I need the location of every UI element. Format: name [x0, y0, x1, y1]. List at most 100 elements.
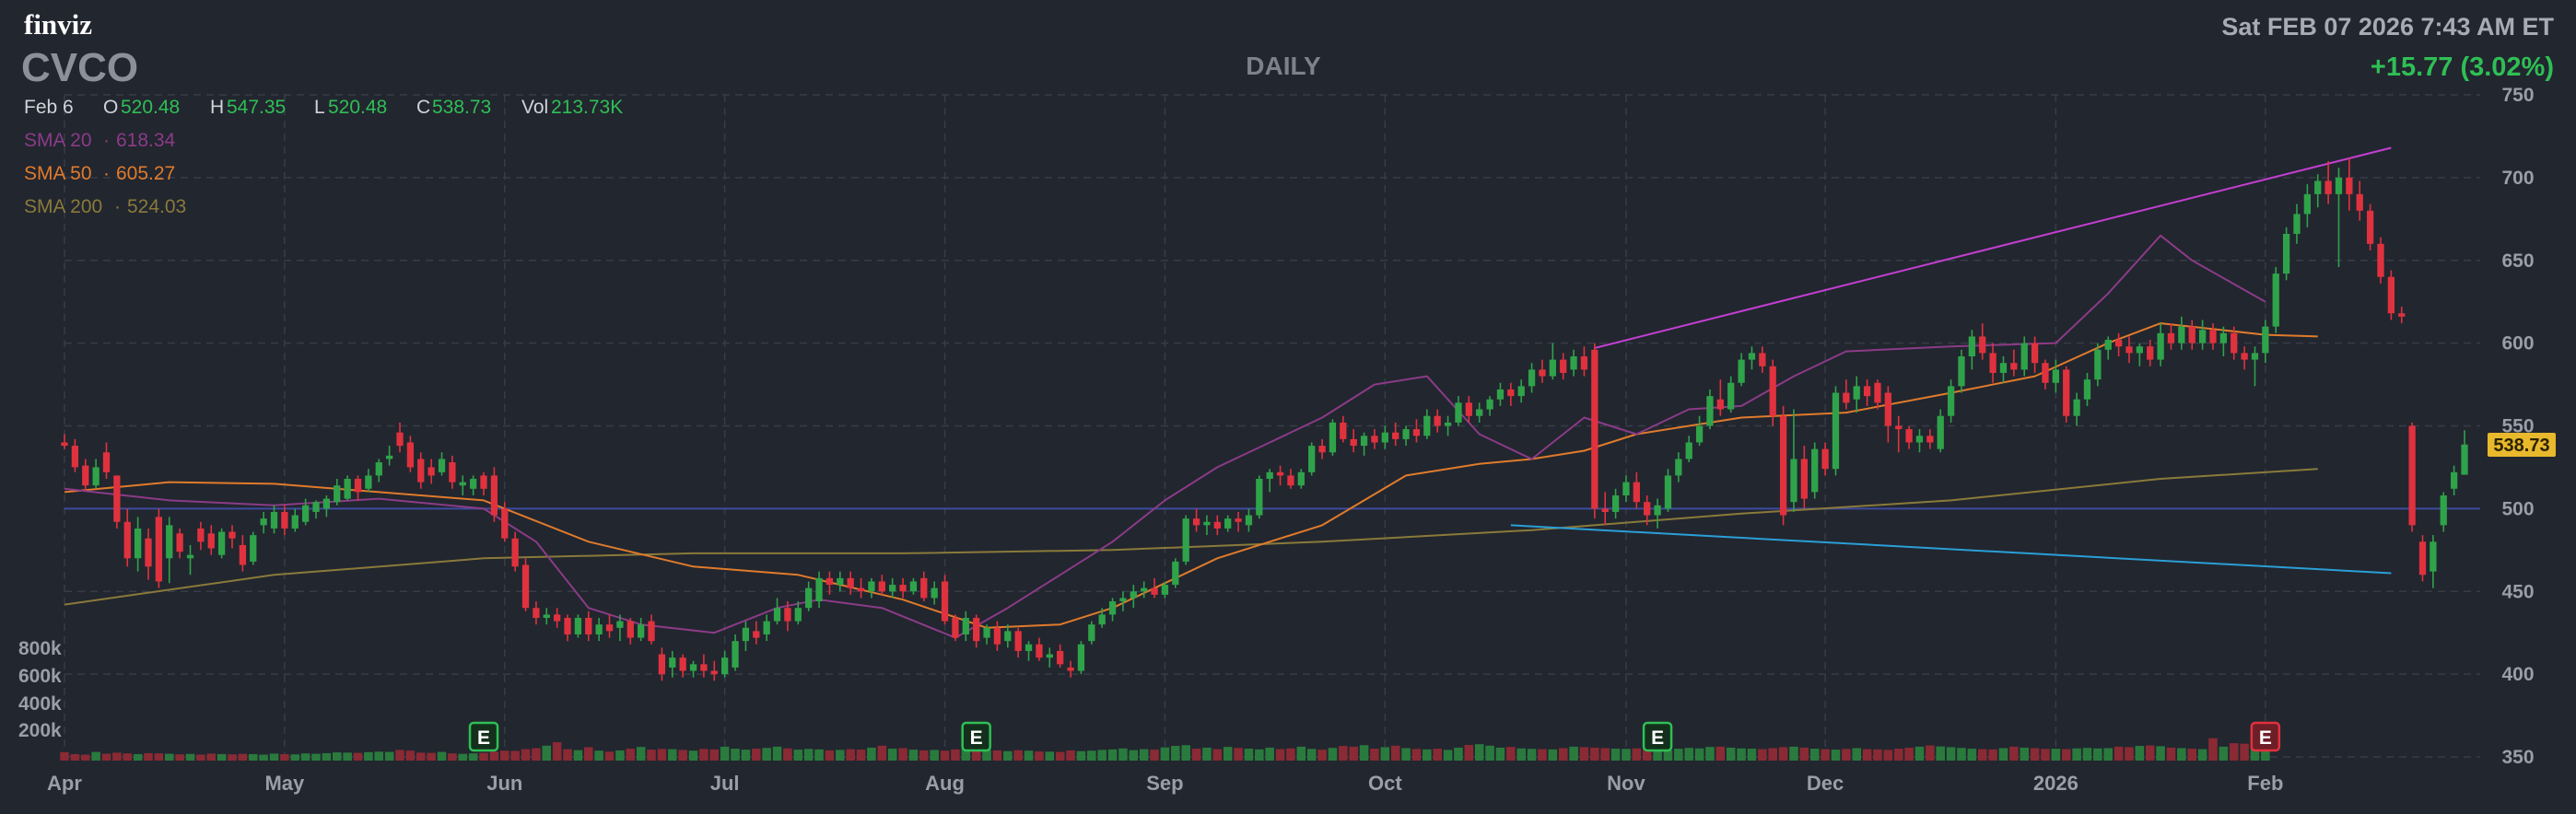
volume-bar [1527, 749, 1537, 761]
axis-layer: 750 700 650 600 550 500 450 400 350 Apr May Jun Jul A… [47, 85, 2534, 795]
volume-bar [971, 748, 981, 761]
candle-body [616, 621, 624, 628]
candle-body [2366, 210, 2374, 244]
volume-bar [60, 751, 69, 761]
volume-bar [1506, 747, 1516, 761]
candle-body [2251, 353, 2259, 360]
volume-bar [2177, 748, 2186, 761]
volume-bar [1914, 746, 1925, 761]
candle-body [2178, 326, 2185, 343]
volume-bar [468, 753, 478, 761]
candle-body [763, 621, 770, 634]
volume-bar [1380, 747, 1390, 761]
candle-body [2314, 180, 2322, 194]
candle-body [2418, 541, 2427, 576]
candle-body [312, 502, 320, 512]
candle-body [501, 508, 509, 539]
candle-body [753, 631, 760, 638]
volume-bar [458, 753, 468, 761]
volume-bar [1286, 748, 1295, 761]
volume-bar [1883, 750, 1893, 761]
candle-body [1025, 644, 1033, 651]
candle-body [2461, 444, 2468, 475]
candle-body [732, 641, 739, 668]
candle-body [1318, 446, 1326, 453]
candle-body [805, 587, 813, 609]
sma50-dot: · [103, 163, 110, 184]
sma50-value: 605.27 [116, 163, 175, 184]
ticker-symbol[interactable]: CVCO [21, 45, 138, 90]
earnings-marker-box [468, 721, 499, 752]
y-tick-label: 650 [2501, 250, 2534, 272]
candle-body [993, 627, 1001, 645]
volume-bar [1390, 745, 1400, 761]
candle-body [322, 498, 331, 509]
volume-bar [1904, 747, 1914, 761]
volume-bar [405, 750, 416, 761]
trend-layer [1510, 146, 2392, 575]
candle-body [1884, 392, 1891, 426]
open-value: 520.48 [121, 97, 180, 118]
candle-body [375, 462, 382, 476]
candle-body [2209, 330, 2217, 343]
volume-bar [1370, 749, 1379, 761]
volume-bar [2103, 748, 2113, 761]
volume-bar [1622, 749, 1631, 761]
candle-body [1706, 396, 1714, 426]
candle-body [1947, 386, 1955, 416]
candle-body [2147, 346, 2154, 360]
candle-body [1381, 432, 1388, 443]
candle-body [1591, 349, 1598, 509]
volume-bar [772, 746, 782, 761]
candle-body [1287, 475, 1294, 486]
volume-bar [1045, 751, 1055, 761]
volume-bar [175, 754, 184, 761]
candle-body [1108, 601, 1117, 615]
volume-bar [353, 752, 363, 761]
volume-bar [384, 751, 394, 761]
volume-bar [144, 752, 153, 761]
earnings-marker-box [1642, 721, 1673, 752]
candle-body [1151, 587, 1158, 595]
candle-body [1675, 459, 1682, 476]
candle-body [2198, 330, 2207, 343]
volume-bar [1789, 746, 1798, 761]
volume-bar [248, 753, 258, 761]
candle-body [1297, 471, 1305, 486]
volume-bar [112, 752, 122, 761]
volume-bar [1600, 748, 1610, 761]
volume-bar [196, 754, 205, 761]
price-change: +15.77 (3.02%) [2371, 52, 2554, 82]
volume-bar [1873, 749, 1882, 761]
candle-body [2450, 471, 2458, 489]
x-tick-label: Nov [1607, 772, 1645, 795]
candle-body [102, 452, 111, 472]
candle-body [689, 664, 697, 671]
candle-body [2188, 326, 2195, 343]
volume-bar [1107, 749, 1118, 761]
volume-bar [1244, 749, 1254, 761]
vol-label: Vol [521, 97, 548, 118]
vol-value: 213.73K [551, 97, 623, 118]
earnings-marker-text: E [1651, 727, 1664, 749]
candle-body [449, 462, 456, 483]
x-tick-label: Oct [1368, 772, 1402, 795]
volume-bar [2197, 749, 2207, 761]
candle-body [260, 518, 267, 526]
volume-bar [228, 754, 237, 761]
volume-bar [364, 751, 373, 761]
volume-bar [836, 750, 845, 761]
finviz-logo[interactable]: finviz [24, 8, 92, 41]
volume-bar [1957, 748, 1966, 761]
volume-bar [1642, 749, 1652, 761]
candle-body [1999, 363, 2008, 373]
volume-bar [1946, 747, 1956, 761]
candle-body [1235, 518, 1242, 522]
volume-bar [479, 752, 488, 761]
candle-body [145, 538, 152, 567]
candle-body [941, 581, 949, 622]
candle-body [2356, 193, 2363, 211]
grid-layer [64, 94, 2480, 762]
